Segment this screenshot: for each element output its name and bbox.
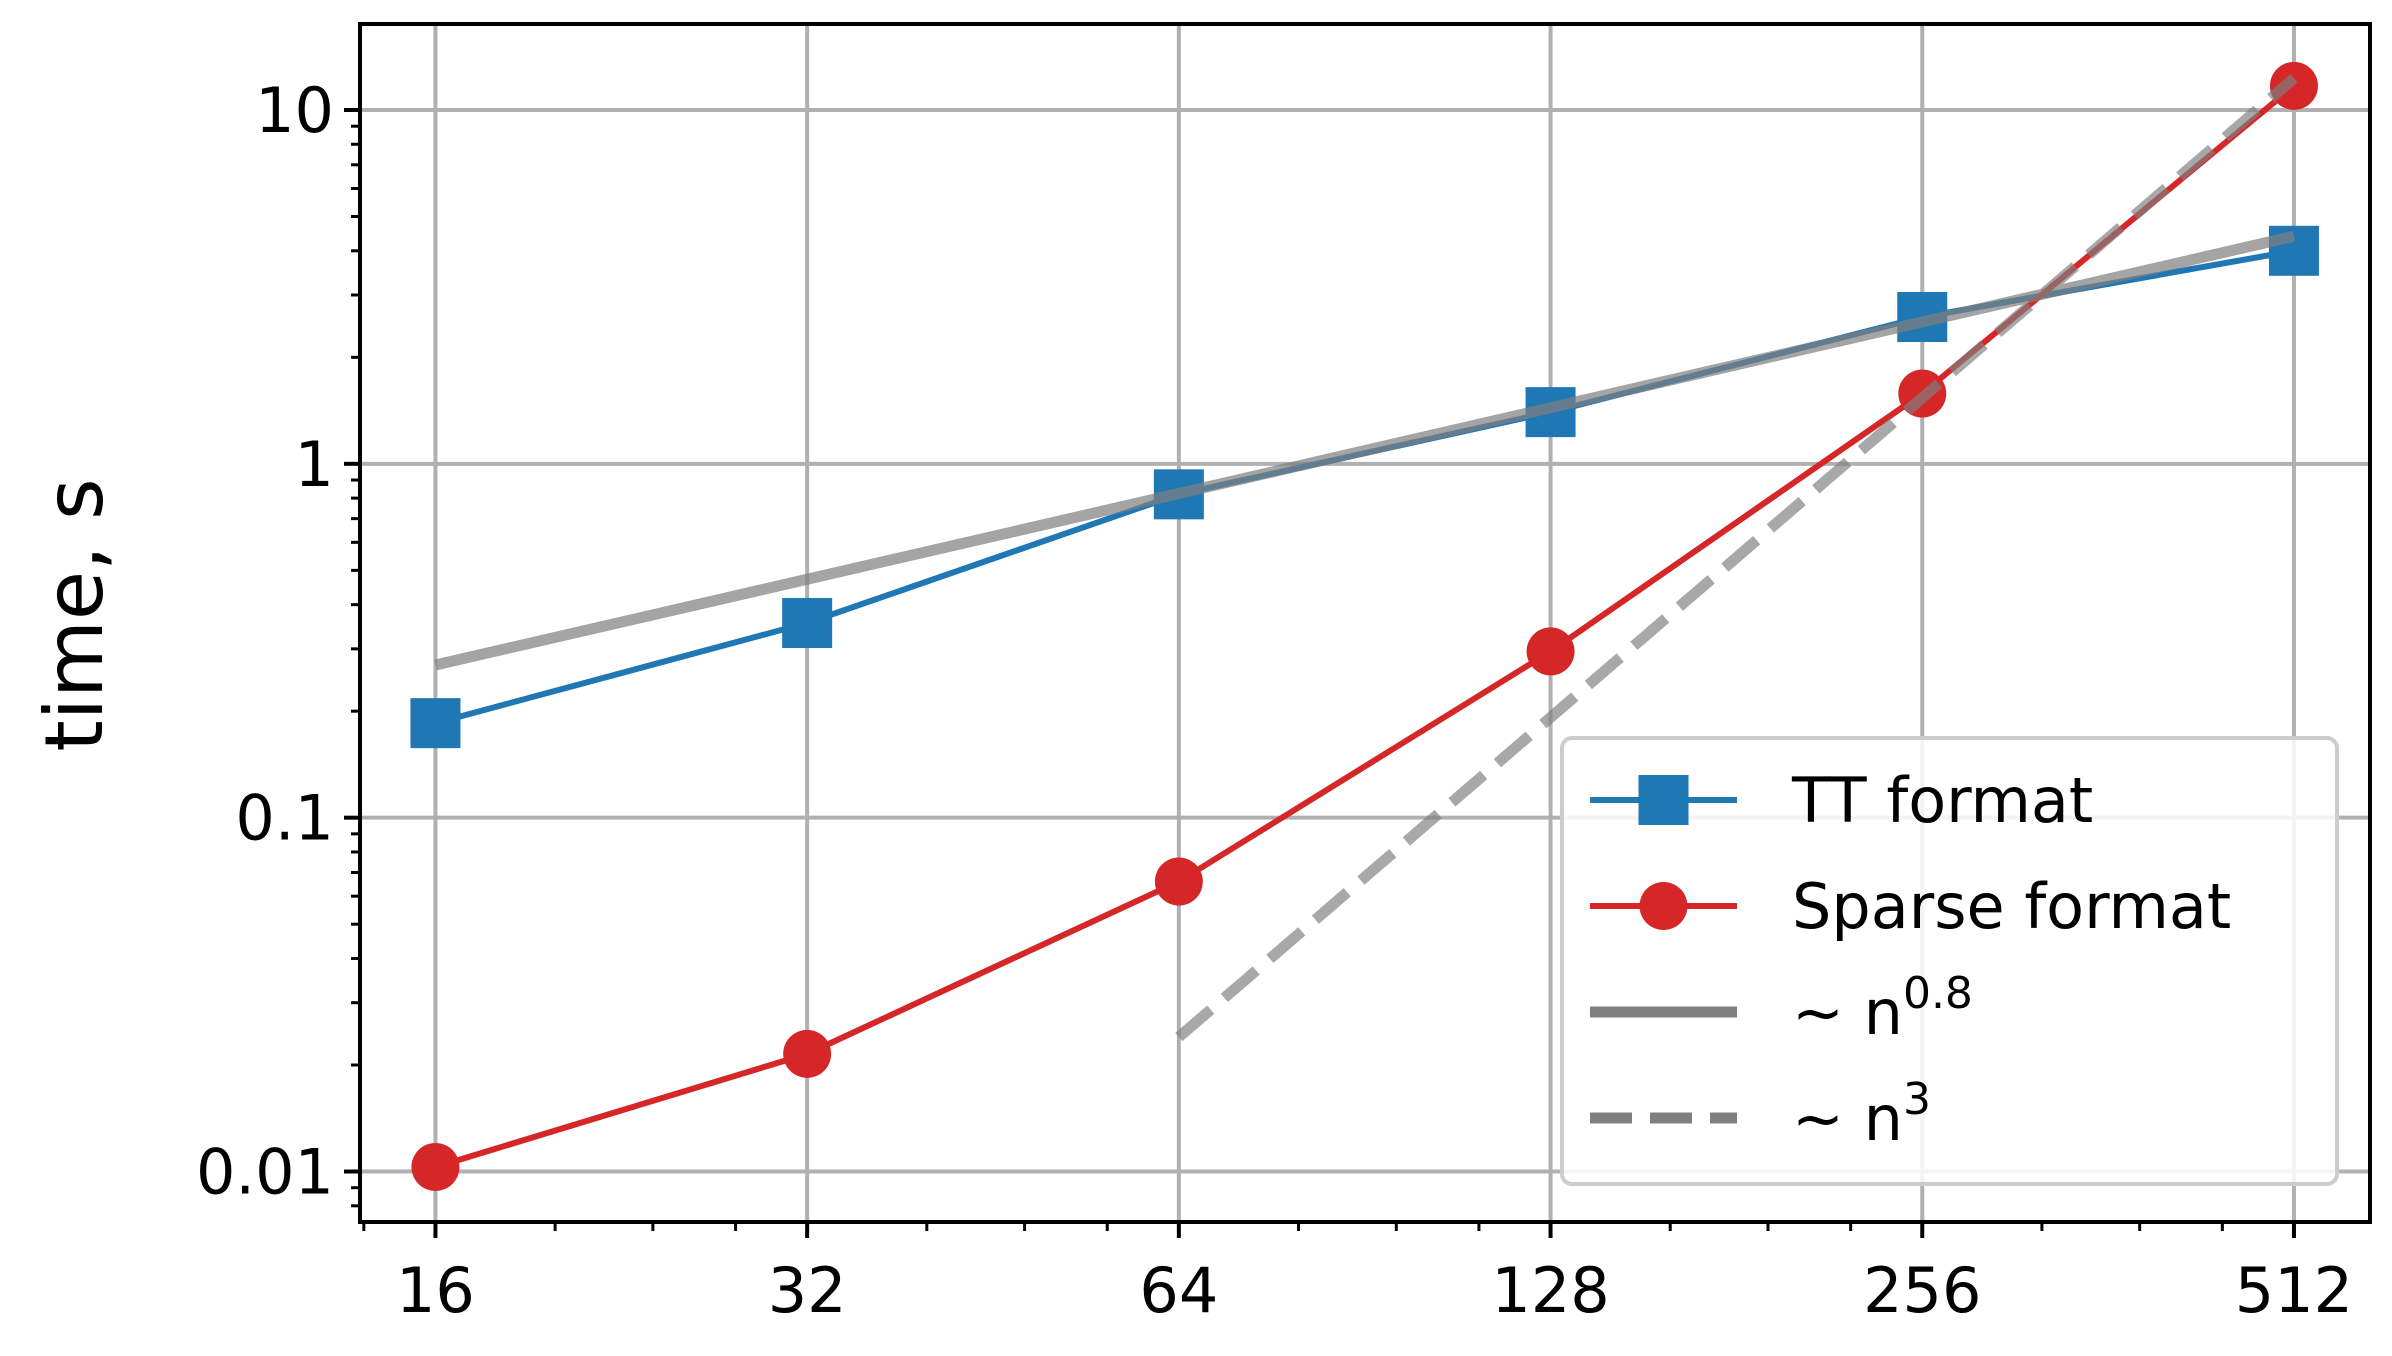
- legend-box: [1560, 736, 2339, 1186]
- y-tick-label: 1: [295, 428, 334, 501]
- data-point: [1154, 857, 1203, 906]
- grid: [360, 24, 2370, 1222]
- x-tick-label: 32: [768, 1254, 847, 1327]
- y-axis-label: time, s: [28, 478, 121, 751]
- y-tick-label: 10: [255, 74, 334, 147]
- legend-label-exponent: 3: [1903, 1074, 1931, 1125]
- data-point: [2269, 61, 2318, 110]
- reference-lines: [434, 74, 2298, 1042]
- series-3: [1175, 74, 2298, 1042]
- data-point: [411, 1142, 460, 1191]
- series-line: [434, 83, 2296, 1170]
- y-axis-ticks: 0.01 0.1 1 10: [196, 74, 360, 1209]
- x-tick-label: 512: [2235, 1254, 2353, 1327]
- y-tick-label: 0.1: [235, 782, 334, 855]
- legend-marker: [1638, 775, 1689, 825]
- legend-label: TT format: [1791, 764, 2093, 837]
- x-tick-label: 16: [396, 1254, 475, 1327]
- legend-item: TT format: [1590, 764, 2093, 837]
- series-2: [434, 230, 2296, 671]
- x-tick-label: 128: [1491, 1254, 1609, 1327]
- legend-label-exponent: 0.8: [1903, 968, 1973, 1019]
- x-tick-label: 64: [1139, 1254, 1218, 1327]
- legend-item: Sparse format: [1590, 870, 2231, 943]
- reference-line: [434, 230, 2296, 671]
- x-tick-label: 256: [1863, 1254, 1981, 1327]
- y-tick-label: 0.01: [196, 1136, 334, 1209]
- legend-label: Sparse format: [1792, 870, 2231, 943]
- data-point: [1526, 627, 1575, 676]
- data-point: [782, 597, 833, 648]
- plot-frame: [358, 22, 2372, 1224]
- data-point: [2268, 225, 2319, 276]
- x-axis-ticks: 16 32 64 128 256 512: [362, 1222, 2353, 1327]
- axes: [358, 22, 2372, 1224]
- reference-line: [1175, 74, 2298, 1042]
- data-point: [783, 1029, 832, 1078]
- legend-marker: [1639, 882, 1688, 930]
- data-point: [410, 698, 461, 749]
